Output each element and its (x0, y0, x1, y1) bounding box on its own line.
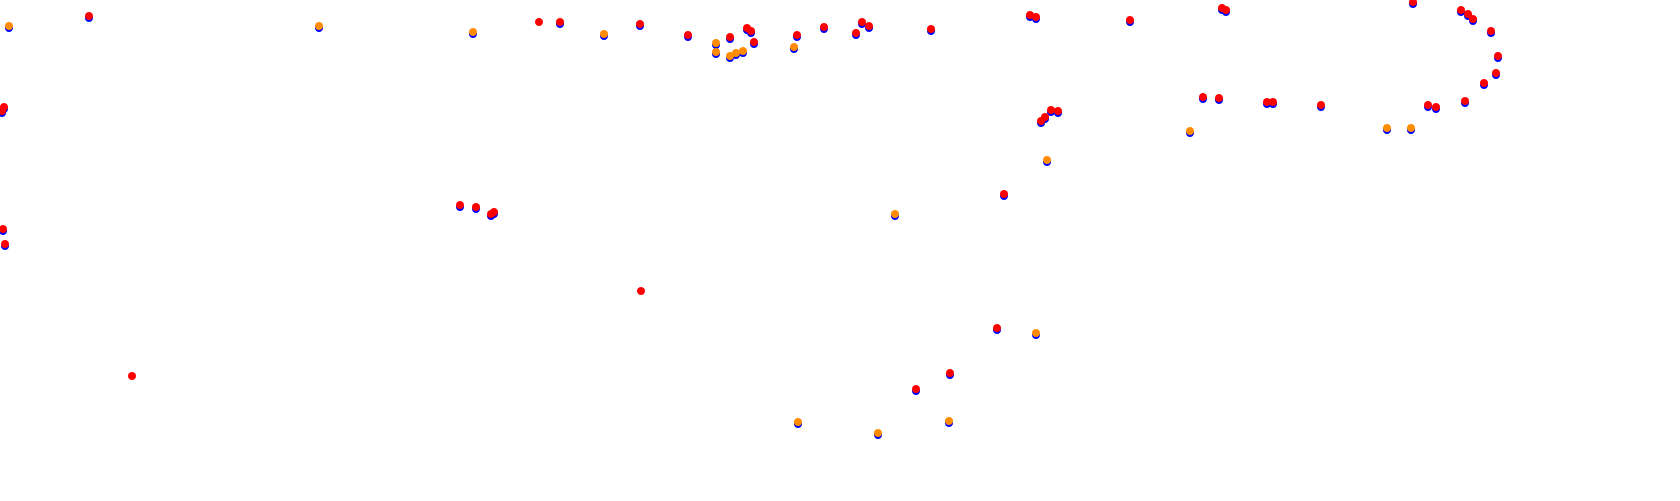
red-point (747, 27, 755, 35)
red-point (1492, 69, 1500, 77)
red-point (1041, 113, 1049, 121)
orange-point (1383, 124, 1391, 132)
red-point (456, 201, 464, 209)
orange-point (1407, 124, 1415, 132)
red-point (852, 29, 860, 37)
red-point (858, 18, 866, 26)
red-point (1469, 15, 1477, 23)
red-point (128, 372, 136, 380)
red-point (684, 31, 692, 39)
red-point (1032, 13, 1040, 21)
red-point (1409, 0, 1417, 6)
red-point (1494, 52, 1502, 60)
red-point (1487, 27, 1495, 35)
red-point (1047, 106, 1055, 114)
red-point (490, 208, 498, 216)
orange-point (1186, 127, 1194, 135)
red-point (1222, 6, 1230, 14)
red-point (1464, 10, 1472, 18)
orange-point (469, 28, 477, 36)
orange-point (712, 48, 720, 56)
red-point (1317, 101, 1325, 109)
red-point (1432, 103, 1440, 111)
red-point (1000, 190, 1008, 198)
red-point (750, 38, 758, 46)
red-point (637, 287, 645, 295)
red-point (820, 23, 828, 31)
red-point (1424, 101, 1432, 109)
orange-point (945, 417, 953, 425)
orange-point (726, 52, 734, 60)
red-point (865, 22, 873, 30)
red-point (85, 12, 93, 20)
red-point (1480, 79, 1488, 87)
orange-point (739, 47, 747, 55)
red-point (1215, 94, 1223, 102)
orange-point (790, 43, 798, 51)
red-point (1461, 97, 1469, 105)
orange-point (5, 22, 13, 30)
red-point (472, 203, 480, 211)
red-point (1, 240, 9, 248)
red-point (1199, 93, 1207, 101)
red-point (0, 225, 7, 233)
red-point (636, 20, 644, 28)
orange-point (1032, 329, 1040, 337)
red-point (1269, 98, 1277, 106)
red-point (0, 107, 6, 115)
red-point (793, 31, 801, 39)
orange-point (874, 429, 882, 437)
red-point (726, 33, 734, 41)
orange-point (891, 210, 899, 218)
red-point (535, 18, 543, 26)
red-point (1263, 98, 1271, 106)
orange-point (315, 22, 323, 30)
orange-point (732, 49, 740, 57)
red-point (1126, 16, 1134, 24)
orange-point (794, 418, 802, 426)
orange-point (712, 39, 720, 47)
red-point (1457, 6, 1465, 14)
red-point (912, 385, 920, 393)
red-point (927, 25, 935, 33)
orange-point (600, 30, 608, 38)
red-point (993, 324, 1001, 332)
red-point (556, 18, 564, 26)
orange-point (1043, 156, 1051, 164)
red-point (1054, 107, 1062, 115)
red-point (946, 369, 954, 377)
